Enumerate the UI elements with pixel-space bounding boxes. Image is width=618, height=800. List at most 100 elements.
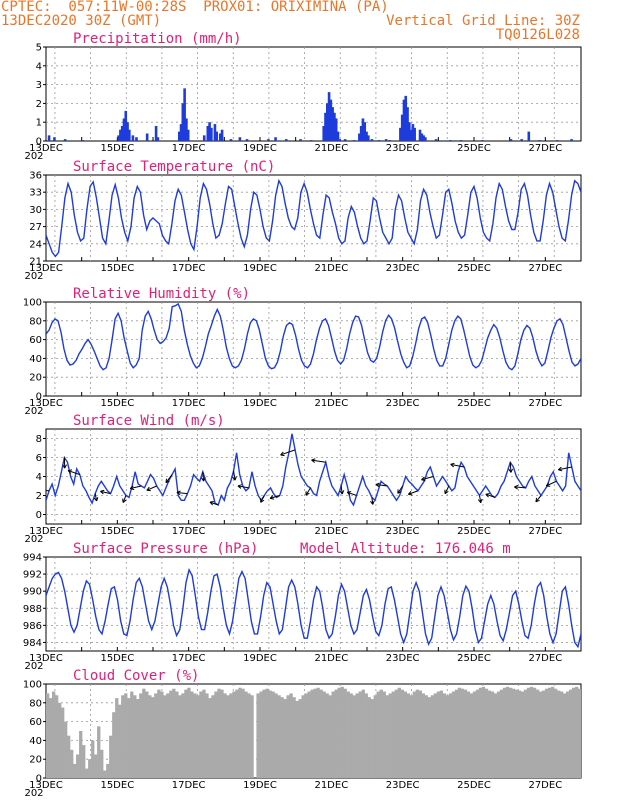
- temperature-frame: [45, 174, 582, 262]
- cloud-bar: [271, 691, 275, 778]
- pressure-ytick-label: 990: [23, 587, 42, 598]
- precip-bar: [119, 129, 122, 141]
- wind-vector: [508, 462, 514, 473]
- precip-bar: [117, 135, 120, 141]
- precipitation-data: [47, 88, 573, 141]
- pressure-xtick-label: 15DEC: [100, 653, 134, 664]
- wind-xtick-label: 13DEC: [29, 526, 63, 537]
- cloud-bar: [55, 695, 59, 778]
- cloud-bar: [70, 749, 74, 778]
- humidity-xtick-label: 25DEC: [457, 398, 491, 409]
- humidity-xtick-label: 13DEC: [29, 398, 63, 409]
- temperature-year-label: 202: [24, 271, 43, 282]
- cloud-bar: [196, 695, 200, 778]
- cloud-bar: [208, 698, 212, 778]
- cloud-bar: [79, 731, 83, 778]
- cloud-bar: [574, 686, 579, 778]
- precipitation-ytick-label: 1: [36, 118, 42, 129]
- cloud-bar: [496, 691, 501, 778]
- precip-bar: [120, 125, 124, 141]
- precip-bar: [367, 135, 370, 141]
- wind-vector: [165, 474, 173, 484]
- cloud-bar: [355, 693, 359, 778]
- pressure-xtick-label: 13DEC: [29, 653, 63, 664]
- precip-bar: [352, 140, 356, 141]
- cloud-bar: [211, 695, 215, 778]
- cloud-bar: [520, 691, 525, 778]
- cloud-bar: [379, 689, 383, 778]
- cloud-bar: [214, 691, 218, 778]
- precipitation-xtick-label: 27DEC: [528, 143, 562, 154]
- temperature-data: [46, 178, 581, 258]
- cloud-bar: [568, 689, 573, 778]
- precip-bar: [181, 103, 185, 141]
- precipitation-year-label: 202: [24, 151, 43, 162]
- cloud-bar: [424, 695, 429, 778]
- cloud-bar: [451, 691, 456, 778]
- precip-bar: [418, 129, 422, 141]
- cloud-bar: [406, 693, 410, 778]
- cloud-cover-xtick-label: 19DEC: [243, 780, 277, 791]
- temperature-xtick-label: 17DEC: [172, 263, 206, 274]
- cloud-bar: [292, 697, 296, 778]
- cloud-bar: [448, 693, 453, 778]
- precip-bar: [408, 122, 411, 141]
- pressure-ytick-label: 988: [23, 604, 42, 615]
- cloud-bar: [85, 768, 89, 778]
- cloud-bar: [67, 735, 71, 778]
- cloud-bar: [130, 691, 134, 778]
- cloud-bar: [415, 689, 419, 778]
- cloud-bar: [139, 693, 143, 778]
- wind-title: Surface Wind (m/s): [73, 413, 225, 429]
- temperature-xtick-label: 27DEC: [528, 263, 562, 274]
- cloud-bar: [442, 693, 447, 778]
- cloud-bar: [550, 686, 555, 778]
- pressure-ytick-label: 992: [23, 570, 42, 581]
- precip-bar: [213, 124, 217, 141]
- cloud-bar: [499, 689, 504, 778]
- cloud-bar: [238, 687, 242, 778]
- cloud-bar: [232, 691, 236, 778]
- precip-bar: [422, 135, 425, 141]
- cloud-bar: [154, 693, 158, 778]
- cloud-bar: [541, 690, 546, 778]
- temperature-panel: 21 24 27 30 33 36 13DEC 15DEC 17DEC 19DEC 21DEC 23D…: [24, 159, 582, 282]
- humidity-line: [46, 302, 581, 371]
- cloud-cover-ytick-label: 80: [29, 698, 42, 709]
- cloud-bar: [346, 691, 350, 778]
- pressure-year-label: 202: [24, 661, 43, 672]
- wind-xtick-label: 23DEC: [386, 526, 420, 537]
- cloud-bar: [121, 695, 125, 778]
- cloud-bar: [316, 687, 320, 778]
- precip-bar: [434, 139, 438, 141]
- precip-bar: [538, 140, 541, 141]
- humidity-xtick-label: 27DEC: [528, 398, 562, 409]
- cloud-bar: [523, 689, 528, 778]
- cloud-bar: [433, 693, 438, 778]
- cloud-bar: [454, 689, 459, 778]
- wind-xtick-label: 15DEC: [100, 526, 134, 537]
- cloud-bar: [250, 695, 254, 778]
- cloud-bar: [343, 688, 347, 778]
- cloud-cover-ytick-label: 100: [23, 680, 42, 691]
- temperature-xtick-label: 25DEC: [457, 263, 491, 274]
- cloud-bar: [115, 698, 119, 778]
- cloud-bar: [457, 687, 462, 778]
- cloud-bar: [217, 688, 221, 778]
- humidity-panel: 0 20 40 60 80 100 13DEC 15DEC 17DEC 19DEC 21DEC 23D…: [23, 286, 582, 417]
- precip-bar: [202, 135, 206, 141]
- precip-bar: [459, 140, 463, 141]
- precip-bar: [361, 118, 365, 141]
- cloud-bar: [439, 690, 444, 778]
- precip-bar: [402, 99, 406, 141]
- cloud-bar: [220, 689, 224, 778]
- precip-bar: [309, 140, 313, 141]
- cloud-bar: [514, 689, 519, 778]
- header-date: 13DEC2020 30Z (GMT): [1, 13, 162, 29]
- wind-vector: [62, 457, 67, 469]
- precip-bar: [365, 131, 368, 141]
- cloud-bar: [478, 687, 483, 778]
- precip-bar: [122, 118, 126, 141]
- precip-bar: [177, 131, 181, 141]
- precip-bar: [179, 124, 183, 141]
